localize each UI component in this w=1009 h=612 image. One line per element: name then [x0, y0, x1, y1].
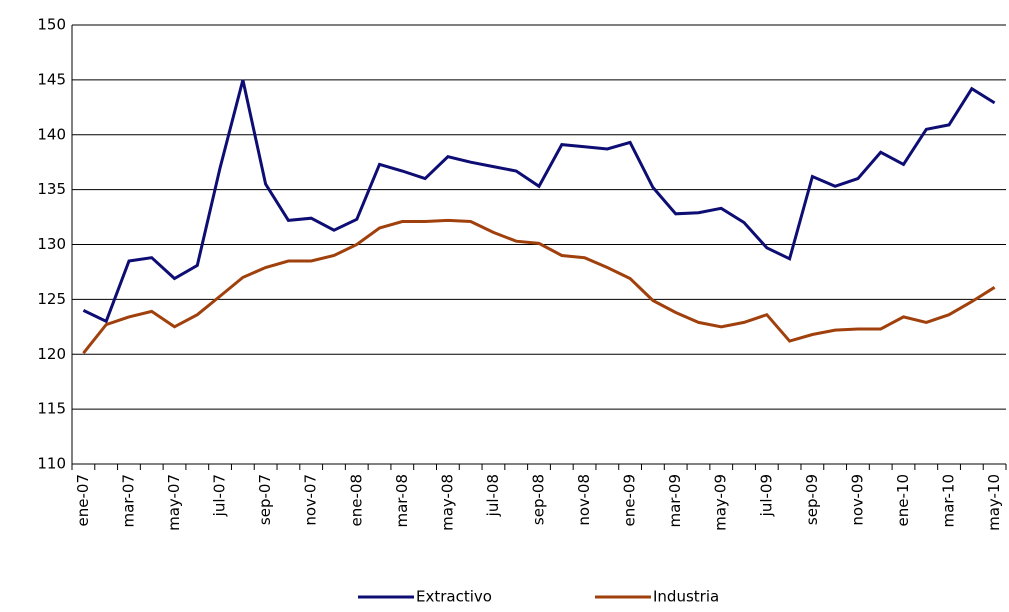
x-tick-label: nov-08	[575, 474, 593, 526]
x-tick-label: ene-10	[894, 474, 912, 526]
x-tick-label: jul-07	[211, 474, 229, 517]
x-tick-label: mar-08	[393, 474, 411, 528]
x-tick-label: jul-08	[484, 474, 502, 517]
x-tick-label: sep-08	[530, 474, 548, 525]
y-tick-label: 110	[37, 455, 66, 473]
x-tick-label: mar-07	[119, 474, 137, 528]
legend-label: Industria	[653, 588, 719, 606]
x-tick-label: sep-09	[803, 474, 821, 525]
y-tick-label: 140	[37, 125, 66, 143]
x-tick-label: may-08	[438, 474, 456, 531]
x-tick-label: may-07	[165, 474, 183, 531]
series-line	[82, 218, 996, 355]
x-tick-label: may-10	[985, 474, 1003, 531]
y-tick-label: 135	[37, 180, 66, 198]
y-tick-label: 115	[37, 400, 66, 418]
legend-label: Extractivo	[416, 588, 492, 606]
x-tick-label: ene-09	[621, 474, 639, 526]
x-tick-label: may-09	[712, 474, 730, 531]
y-tick-label: 125	[37, 290, 66, 308]
y-tick-label: 145	[37, 70, 66, 88]
y-tick-label: 120	[37, 345, 66, 363]
y-tick-label: 150	[37, 16, 66, 34]
x-tick-label: nov-07	[302, 474, 320, 526]
x-tick-label: ene-07	[74, 474, 92, 526]
x-tick-label: mar-09	[666, 474, 684, 528]
series-line	[82, 79, 996, 324]
x-tick-label: mar-10	[940, 474, 958, 528]
x-tick-label: nov-09	[848, 474, 866, 526]
y-tick-label: 130	[37, 235, 66, 253]
x-tick-label: jul-09	[757, 474, 775, 517]
x-tick-label: ene-08	[347, 474, 365, 526]
x-tick-label: sep-07	[256, 474, 274, 525]
